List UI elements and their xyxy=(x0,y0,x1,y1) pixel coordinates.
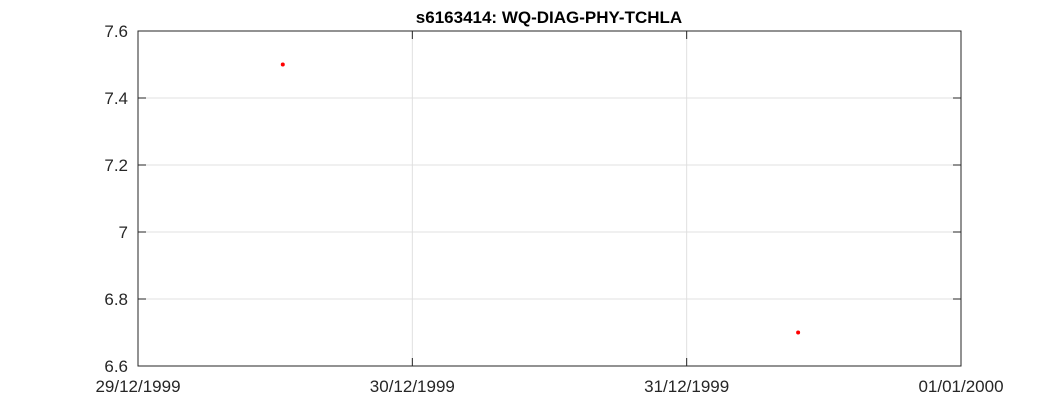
y-tick-label: 7.4 xyxy=(104,89,128,108)
data-point xyxy=(796,330,801,335)
data-point xyxy=(280,62,285,67)
x-tick-labels: 29/12/1999 30/12/1999 31/12/1999 01/01/2000 xyxy=(95,377,1003,396)
x-tick-label: 30/12/1999 xyxy=(370,377,455,396)
x-tick-label: 01/01/2000 xyxy=(918,377,1003,396)
y-tick-label: 7 xyxy=(119,223,128,242)
gridlines xyxy=(138,31,961,366)
y-tick-label: 6.8 xyxy=(104,290,128,309)
data-points xyxy=(280,62,801,335)
tick-marks xyxy=(137,30,962,367)
y-tick-label: 7.6 xyxy=(104,22,128,41)
chart-title: s6163414: WQ-DIAG-PHY-TCHLA xyxy=(416,8,682,27)
axes-box xyxy=(137,30,962,367)
y-tick-labels: 6.6 6.8 7 7.2 7.4 7.6 xyxy=(104,22,128,376)
y-tick-label: 7.2 xyxy=(104,156,128,175)
plot-area xyxy=(138,31,961,366)
y-tick-label: 6.6 xyxy=(104,357,128,376)
x-tick-label: 31/12/1999 xyxy=(644,377,729,396)
x-tick-label: 29/12/1999 xyxy=(95,377,180,396)
